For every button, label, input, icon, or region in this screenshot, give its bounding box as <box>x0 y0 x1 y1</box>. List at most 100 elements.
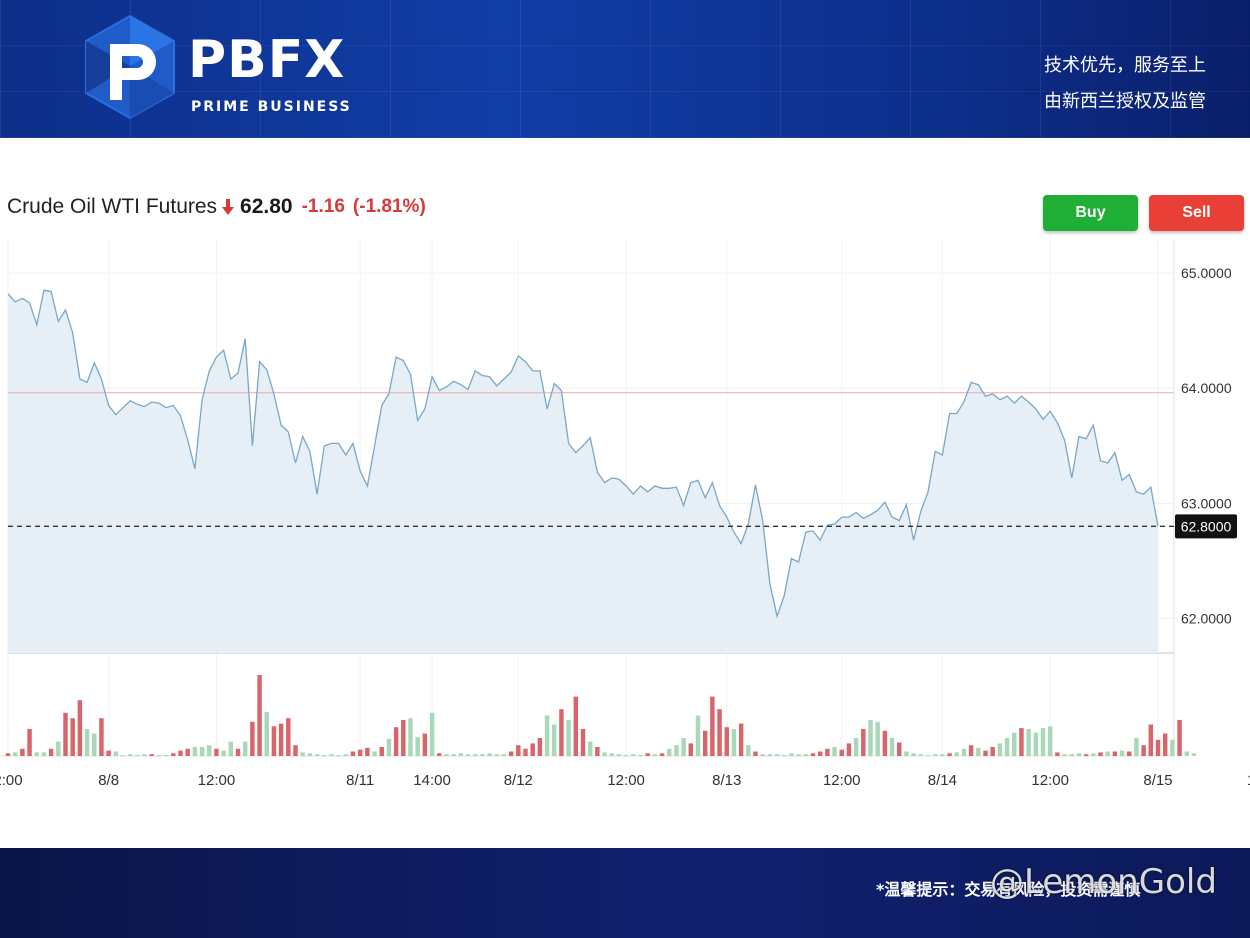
volume-bar <box>142 754 147 756</box>
volume-bar <box>846 743 852 756</box>
volume-bar <box>278 723 284 756</box>
volume-bar <box>271 726 277 756</box>
volume-bar <box>1148 724 1154 756</box>
volume-bar <box>1062 754 1067 756</box>
volume-bar <box>221 750 226 756</box>
volume-bar <box>1069 754 1074 756</box>
volume-bar <box>422 733 428 756</box>
volume-bar <box>1019 728 1024 756</box>
volume-bar <box>250 721 255 756</box>
price-change-percent: (-1.81%) <box>352 196 426 217</box>
brand-header: PBFX PRIME BUSINESS 技术优先，服务至上 由新西兰授权及监管 <box>0 0 1250 138</box>
volume-bar <box>84 729 90 756</box>
volume-bar <box>724 727 729 756</box>
volume-bar <box>595 747 600 756</box>
volume-bar <box>688 743 694 756</box>
pbfx-logo-icon <box>85 14 175 120</box>
x-tick-label: 14:00 <box>413 772 451 789</box>
volume-bar <box>573 696 579 756</box>
volume-bar <box>393 727 399 756</box>
volume-bar <box>767 754 773 756</box>
volume-bar <box>257 675 262 756</box>
volume-bar <box>889 738 895 756</box>
x-tick-label: 8/15 <box>1143 772 1172 789</box>
volume-bar <box>465 754 471 756</box>
volume-bar <box>983 750 988 756</box>
volume-bar <box>976 747 981 756</box>
volume-bar <box>199 747 205 756</box>
volume-bar <box>12 752 18 756</box>
volume-bar <box>171 753 176 756</box>
volume-bar <box>1004 738 1010 756</box>
volume-bar <box>904 751 909 756</box>
volume-bar <box>163 755 169 756</box>
volume-bar <box>817 751 823 756</box>
volume-bar <box>70 718 75 756</box>
volume-bar <box>774 754 780 756</box>
volume-bar <box>113 751 119 756</box>
volume-bar <box>925 755 931 756</box>
volume-bar <box>623 755 629 756</box>
volume-bar <box>1083 754 1089 756</box>
volume-bar <box>322 755 327 756</box>
volume-bar <box>537 738 543 756</box>
volume-bar <box>760 754 765 756</box>
volume-bar <box>1055 752 1060 756</box>
volume-bar <box>868 720 873 756</box>
volume-bar <box>300 752 305 756</box>
volume-bar <box>609 753 614 756</box>
volume-bar <box>314 754 320 756</box>
volume-bar <box>120 755 126 756</box>
volume-bar <box>1026 729 1031 756</box>
x-tick-label: 12:00 <box>607 772 645 789</box>
volume-bar <box>458 753 464 756</box>
volume-bar <box>1155 739 1161 756</box>
volume-bar <box>343 754 349 756</box>
sell-button[interactable]: Sell <box>1149 195 1244 231</box>
volume-bar <box>228 741 234 756</box>
volume-bar <box>753 751 758 756</box>
volume-bar <box>1119 750 1125 756</box>
volume-bar <box>961 748 967 756</box>
volume-bar <box>552 724 557 756</box>
volume-bar <box>48 748 54 756</box>
volume-bar <box>602 752 607 756</box>
brand-subtitle: PRIME BUSINESS <box>191 99 352 115</box>
x-tick-label: 2:00 <box>0 772 23 789</box>
volume-bar <box>156 755 162 756</box>
x-axis: 2:00 8/8 12:00 8/11 14:00 8/12 12:00 8/13 12:00 8… <box>0 772 1250 789</box>
volume-bar <box>839 749 844 756</box>
volume-bar <box>20 748 25 756</box>
footer-bar: *温馨提示：交易有风险，投资需谨慎 @LemonGold <box>0 848 1250 938</box>
volume-bar <box>659 753 665 756</box>
volume-bar <box>1162 733 1168 756</box>
volume-bar <box>365 747 370 756</box>
volume-bar <box>5 753 11 756</box>
volume-bar <box>214 748 219 756</box>
volume-bar <box>235 748 241 756</box>
price-line <box>7 289 1159 619</box>
volume-bar <box>911 753 916 756</box>
volume-bar <box>501 754 507 756</box>
volume-bar <box>386 738 392 756</box>
price-area <box>8 290 1158 653</box>
x-tick-label: 8/8 <box>98 772 119 789</box>
x-tick-label: 12:00 <box>823 772 861 789</box>
volume-bar <box>99 718 104 756</box>
volume-bar <box>178 750 183 756</box>
volume-bar <box>508 751 514 756</box>
x-tick-label: 8/14 <box>928 772 957 789</box>
volume-bar <box>34 752 39 756</box>
buy-button[interactable]: Buy <box>1043 195 1138 231</box>
volume-bar <box>616 754 622 756</box>
volume-bar <box>516 745 521 756</box>
volume-bar <box>796 754 801 756</box>
volume-bar <box>832 747 837 756</box>
volume-bar <box>710 696 715 756</box>
volume-bar <box>1091 753 1096 756</box>
price-area-fill <box>8 290 1158 653</box>
x-tick-label: 8/12 <box>504 772 533 789</box>
risk-warning: *温馨提示：交易有风险，投资需谨慎 <box>876 880 1141 899</box>
volume-bar <box>667 748 672 756</box>
volume-bar <box>789 753 794 756</box>
